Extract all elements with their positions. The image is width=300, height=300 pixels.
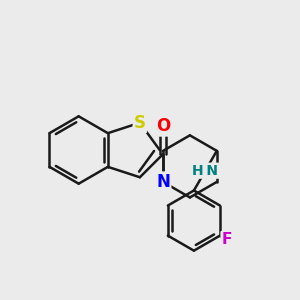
Text: N: N [156, 173, 170, 191]
Text: H N: H N [192, 164, 218, 178]
Text: S: S [134, 114, 146, 132]
Text: O: O [156, 117, 170, 135]
Text: N: N [156, 173, 170, 191]
Text: F: F [222, 232, 232, 247]
